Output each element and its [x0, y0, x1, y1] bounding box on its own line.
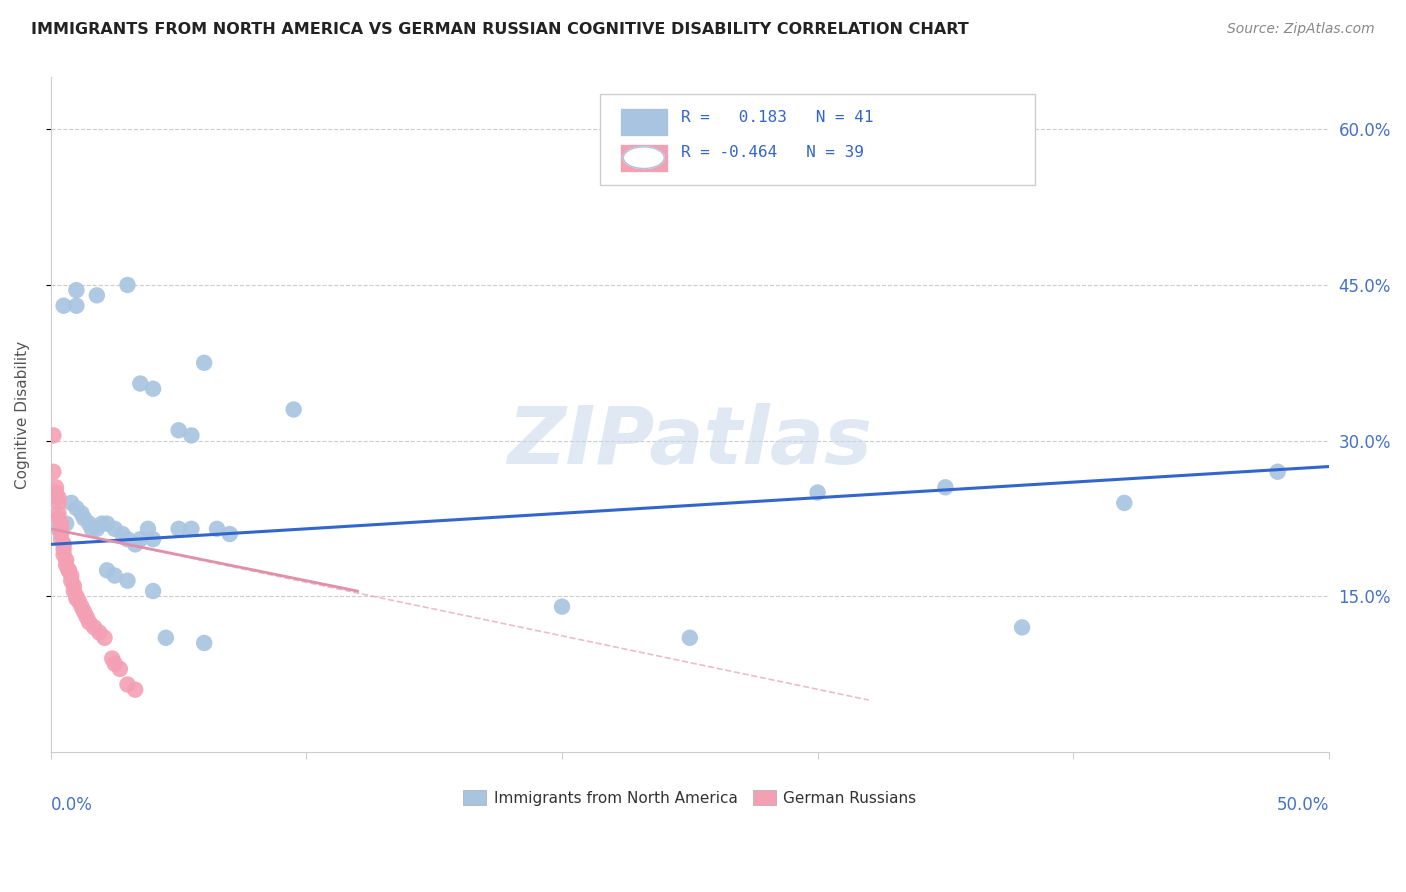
Point	[205, 522, 228, 536]
FancyBboxPatch shape	[620, 144, 668, 172]
Point	[91, 516, 114, 531]
Point	[283, 402, 305, 417]
Point	[124, 537, 146, 551]
Point	[63, 579, 86, 593]
Point	[70, 599, 93, 614]
Point	[45, 485, 67, 500]
Text: R = -0.464   N = 39: R = -0.464 N = 39	[681, 145, 863, 160]
Point	[96, 563, 118, 577]
Point	[45, 480, 67, 494]
Point	[96, 516, 118, 531]
Point	[117, 677, 139, 691]
Point	[180, 522, 202, 536]
Point	[52, 537, 75, 551]
Point	[60, 574, 83, 588]
Point	[155, 631, 177, 645]
Point	[58, 563, 80, 577]
Point	[86, 522, 108, 536]
Point	[117, 574, 139, 588]
Point	[42, 465, 65, 479]
Point	[73, 511, 96, 525]
Point	[65, 591, 87, 606]
Point	[167, 423, 190, 437]
Point	[49, 522, 72, 536]
Text: 50.0%: 50.0%	[1277, 796, 1329, 814]
Point	[111, 527, 134, 541]
Point	[52, 299, 75, 313]
Point	[136, 522, 159, 536]
Point	[129, 532, 152, 546]
Point	[117, 532, 139, 546]
Text: R =   0.183   N = 41: R = 0.183 N = 41	[681, 110, 873, 125]
Point	[93, 631, 115, 645]
Point	[83, 620, 105, 634]
Point	[193, 356, 215, 370]
Text: IMMIGRANTS FROM NORTH AMERICA VS GERMAN RUSSIAN COGNITIVE DISABILITY CORRELATION: IMMIGRANTS FROM NORTH AMERICA VS GERMAN …	[31, 22, 969, 37]
Point	[142, 382, 165, 396]
Point	[49, 527, 72, 541]
Point	[60, 496, 83, 510]
Point	[180, 428, 202, 442]
Legend: Immigrants from North America, German Russians: Immigrants from North America, German Ru…	[457, 783, 922, 812]
Point	[65, 501, 87, 516]
Point	[101, 651, 124, 665]
Point	[124, 682, 146, 697]
Point	[55, 553, 77, 567]
Point	[48, 496, 70, 510]
Point	[63, 584, 86, 599]
Point	[48, 511, 70, 525]
FancyBboxPatch shape	[600, 95, 1035, 186]
Point	[73, 605, 96, 619]
Point	[55, 516, 77, 531]
Point	[65, 299, 87, 313]
Point	[218, 527, 240, 541]
Point	[104, 657, 127, 671]
Point	[55, 558, 77, 573]
Point	[117, 277, 139, 292]
Point	[934, 480, 956, 494]
Point	[48, 522, 70, 536]
Point	[60, 568, 83, 582]
FancyBboxPatch shape	[620, 108, 668, 136]
Point	[58, 563, 80, 577]
Point	[52, 542, 75, 557]
Point	[49, 516, 72, 531]
Point	[76, 610, 98, 624]
Text: Source: ZipAtlas.com: Source: ZipAtlas.com	[1227, 22, 1375, 37]
Point	[48, 491, 70, 505]
Point	[193, 636, 215, 650]
Point	[67, 594, 90, 608]
Point	[807, 485, 830, 500]
Text: ZIPatlas: ZIPatlas	[508, 402, 872, 481]
Point	[70, 506, 93, 520]
Point	[80, 522, 103, 536]
Point	[49, 532, 72, 546]
Point	[1114, 496, 1136, 510]
Point	[52, 548, 75, 562]
Point	[679, 631, 702, 645]
Y-axis label: Cognitive Disability: Cognitive Disability	[15, 341, 30, 489]
Point	[42, 428, 65, 442]
Point	[52, 537, 75, 551]
Point	[142, 532, 165, 546]
Point	[1011, 620, 1033, 634]
Circle shape	[623, 147, 664, 169]
Point	[551, 599, 574, 614]
Point	[108, 662, 131, 676]
Point	[77, 615, 100, 630]
Point	[48, 506, 70, 520]
Point	[65, 589, 87, 603]
Point	[129, 376, 152, 391]
Point	[104, 568, 127, 582]
Point	[86, 288, 108, 302]
Text: 0.0%: 0.0%	[51, 796, 93, 814]
Point	[104, 522, 127, 536]
Point	[65, 283, 87, 297]
Point	[77, 516, 100, 531]
Point	[1267, 465, 1289, 479]
Point	[89, 625, 111, 640]
Point	[142, 584, 165, 599]
Point	[167, 522, 190, 536]
